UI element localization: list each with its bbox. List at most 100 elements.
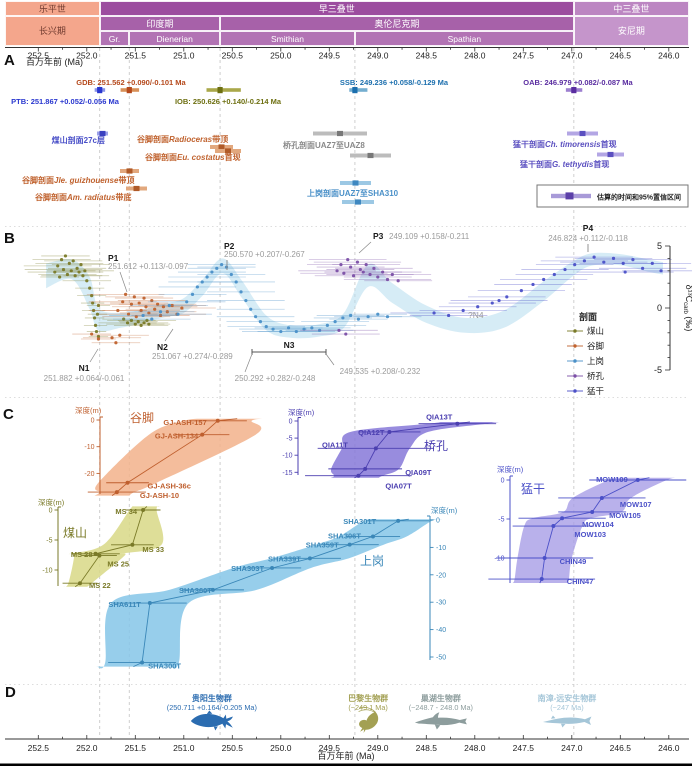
data-point — [56, 264, 60, 268]
constraint-gj-guizhouense: 谷脚剖面Jle. guizhouense带顶 — [21, 168, 139, 185]
timescale-cell-induan: 印度期 — [99, 16, 221, 31]
sample-label: MS 28 — [71, 550, 93, 559]
data-point — [364, 263, 368, 267]
sample-point — [539, 577, 544, 582]
annotation-id: N2 — [157, 342, 168, 352]
timescale-cell-anisian: 安尼期 — [573, 16, 689, 46]
data-point — [215, 266, 219, 270]
age-tick-label: 251.5 — [125, 743, 147, 753]
data-point — [286, 326, 291, 330]
timescale-cell-smithian: Smithian — [220, 31, 355, 46]
age-tick-label: 246.5 — [610, 743, 632, 753]
sample-label: MOW107 — [620, 500, 652, 509]
age-tick-label: 252.0 — [76, 743, 98, 753]
sample-point — [200, 432, 205, 437]
sample-point — [78, 581, 83, 586]
section-name: 谷脚 — [130, 410, 154, 425]
constraint-label-gj-guizhouense: 谷脚剖面Jle. guizhouense带顶 — [21, 175, 134, 185]
data-point — [147, 311, 151, 315]
data-point — [93, 323, 98, 327]
data-point — [63, 254, 68, 258]
constraint-marker — [133, 185, 140, 192]
constraint-marker — [126, 168, 133, 174]
data-point — [432, 311, 436, 315]
shrimp-icon — [358, 707, 379, 733]
sample-label: GJ-ASH-10 — [140, 491, 179, 500]
data-point — [349, 265, 353, 269]
data-point — [220, 263, 224, 267]
data-point — [271, 327, 275, 331]
section-gujiao: 0 -10 -20 深度(m) 谷脚 GJ-ASH-157 GJ-ASH-134 GJ-ASH… — [75, 405, 272, 500]
age-tick-label: 252.0 — [76, 51, 98, 61]
sample-label: MOW104 — [582, 520, 615, 529]
data-point — [361, 270, 365, 274]
data-point — [294, 329, 298, 334]
data-point — [356, 317, 360, 321]
data-point — [142, 321, 146, 325]
constraint-marker — [607, 151, 614, 158]
age-marker — [217, 87, 223, 94]
age-tick-label: 246.0 — [658, 743, 680, 753]
series-shanggang — [109, 263, 422, 334]
data-point — [142, 296, 146, 300]
data-point — [531, 282, 535, 287]
data-point — [137, 301, 141, 305]
constraint-gj-radiatus: 谷脚剖面Am. radiatus带底 — [34, 185, 147, 202]
panel-a-legend: 估算的时间和95%置信区间 — [536, 184, 689, 208]
age-tick-label: 248.0 — [464, 743, 486, 753]
loess-band — [46, 252, 664, 339]
age-tick-label: 246.0 — [658, 51, 680, 61]
section-shanggang: 0-10-20-30-40-50深度(m)上岗SHA301TSHA306TSHA… — [96, 505, 458, 670]
constraint-ms27c: 煤山剖面27c层 — [52, 130, 108, 145]
icon-shape — [414, 712, 467, 730]
depth-tick-label: -20 — [436, 572, 446, 579]
data-point — [234, 280, 238, 284]
data-point — [167, 303, 171, 308]
data-point — [341, 316, 345, 320]
depth-tick-label: -20 — [84, 471, 94, 478]
biota-age: (~249.1 Ma) — [348, 703, 388, 712]
leader — [89, 348, 99, 363]
annotation-id: P2 — [224, 241, 235, 251]
depth-tick-label: -5 — [498, 517, 504, 524]
panel-b-y-axis: -5 0 5 δ¹³Ccarb (‰) — [654, 241, 692, 375]
y-tick-label: 0 — [657, 303, 662, 313]
data-point — [641, 266, 645, 270]
age-marker — [352, 87, 358, 94]
sample-label: GJ-ASH-134 — [155, 432, 199, 441]
sample-label: SHA300T — [148, 661, 181, 670]
sample-label: MOW109 — [596, 475, 628, 484]
ci-bar — [206, 88, 241, 92]
data-point — [79, 263, 83, 267]
data-point — [346, 258, 350, 262]
timescale-cell-early-triassic: 早三叠世 — [99, 1, 574, 16]
legend-ci-marker — [565, 192, 574, 200]
depth-axis-title: 深度(m) — [431, 505, 458, 515]
data-point — [133, 322, 137, 326]
sample-point — [215, 418, 220, 423]
biota-name: 贵阳生物群 — [192, 693, 232, 703]
data-point — [390, 272, 394, 277]
leader — [164, 328, 174, 342]
depth-tick-label: -10 — [494, 556, 504, 563]
constraint-marker — [218, 144, 225, 150]
y-axis-label: δ¹³Ccarb (‰) — [682, 285, 692, 332]
age-tick-label: 252.5 — [28, 51, 50, 61]
sample-point — [363, 466, 368, 471]
sample-point — [542, 556, 547, 560]
data-point — [344, 332, 348, 336]
data-point — [318, 328, 322, 332]
data-point — [325, 323, 329, 327]
boundary-estimate-PTB: PTB: 251.867 +0.052/-0.056 Ma — [11, 87, 120, 106]
data-point — [71, 259, 75, 263]
data-point — [623, 270, 627, 274]
boundary-label-GDB: GDB: 251.562 +0.090/-0.101 Ma — [76, 78, 186, 87]
sample-point — [114, 490, 119, 495]
panel-a-label: A — [4, 52, 15, 69]
annotation-id: P1 — [108, 253, 119, 263]
